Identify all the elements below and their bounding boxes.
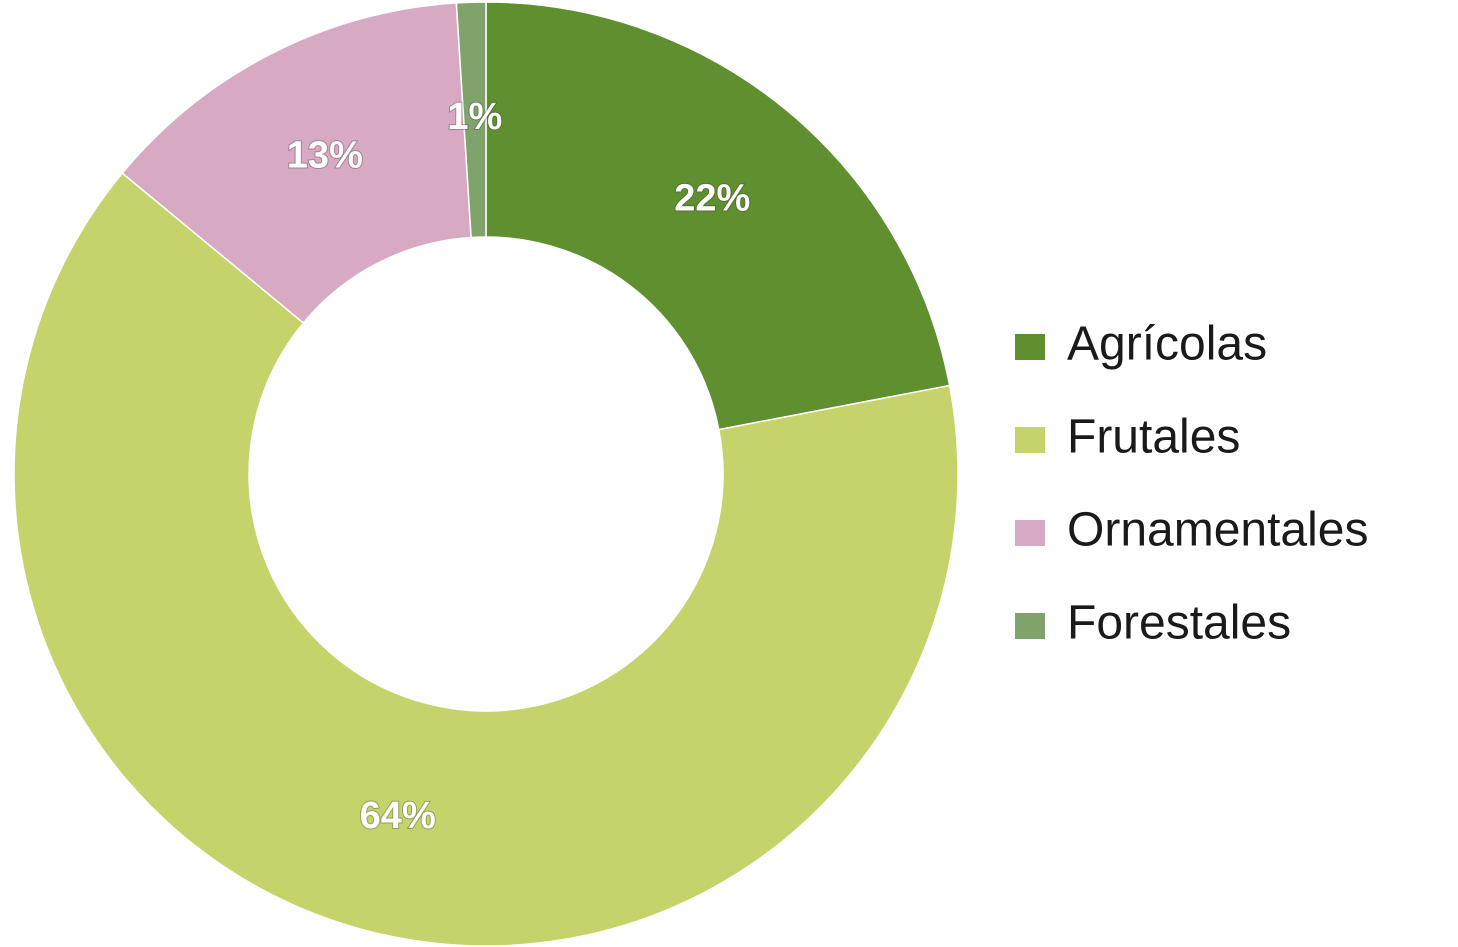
donut-slice (455, 1, 487, 239)
legend-label: Agrícolas (1067, 318, 1267, 371)
value-label: 22% (674, 177, 750, 219)
value-label: 1% (447, 96, 502, 138)
value-label: 13% (287, 135, 363, 177)
legend-swatch (1015, 520, 1045, 546)
legend-label: Ornamentales (1067, 504, 1368, 557)
legend-label: Frutales (1067, 411, 1240, 464)
donut-slice (485, 1, 951, 431)
donut-slice (13, 172, 959, 947)
legend-swatch (1015, 334, 1045, 360)
donut-slice (121, 2, 472, 324)
legend-swatch (1015, 427, 1045, 453)
legend-label: Forestales (1067, 597, 1291, 650)
legend-swatch (1015, 613, 1045, 639)
value-label: 64% (360, 795, 436, 837)
